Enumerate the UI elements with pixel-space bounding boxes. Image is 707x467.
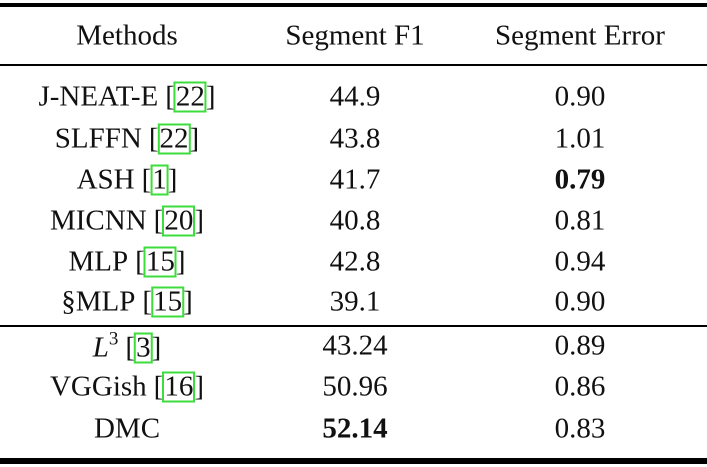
method-cell: SLFFN [22] [54,122,200,155]
method-cell: J-NEAT-E [22] [38,80,216,113]
method-cell: §MLP [15] [61,285,193,318]
method-cell: VGGish [16] [49,370,205,403]
citation-open: [ [153,370,164,403]
method-name: DMC [93,412,161,445]
error-cell: 0.94 [554,245,606,278]
method-cell: L3 [3] [92,328,162,364]
f1-cell: 43.8 [329,122,381,155]
f1-cell: 44.9 [329,80,381,113]
citation-link[interactable]: 16 [162,370,196,403]
group-rule [0,325,707,327]
f1-cell: 50.96 [322,370,388,403]
f1-cell: 42.8 [329,245,381,278]
error-cell: 0.86 [554,370,606,403]
citation-link[interactable]: 20 [162,204,196,237]
citation-open: [ [142,285,153,318]
header-cell: Segment F1 [285,19,425,52]
method-name: L [92,331,109,364]
citation-close: ] [194,370,205,403]
f1-cell: 43.24 [322,329,388,362]
method-cell: MLP [15] [68,245,186,278]
method-superscript: 3 [108,328,119,350]
method-name: VGGish [49,370,147,403]
citation-open: [ [165,80,175,113]
method-name: §MLP [61,285,136,318]
citation-open: [ [135,245,145,278]
citation-link[interactable]: 1 [150,163,169,196]
citation-close: ] [167,163,178,196]
citation-open: [ [153,204,164,237]
error-cell: 0.79 [554,163,606,196]
citation-open: [ [125,331,136,364]
citation-link[interactable]: 22 [173,80,207,113]
header-rule [0,64,707,66]
method-name: J-NEAT-E [38,80,159,113]
f1-cell: 39.1 [329,285,381,318]
citation-close: ] [189,122,200,155]
citation-close: ] [175,245,186,278]
header-cell: Segment Error [495,19,665,52]
error-cell: 0.81 [554,204,606,237]
f1-cell: 52.14 [322,412,388,445]
f1-cell: 41.7 [329,163,381,196]
citation-link[interactable]: 22 [157,122,191,155]
citation-close: ] [194,204,205,237]
method-name: SLFFN [54,122,142,155]
method-cell: DMC [93,412,161,445]
error-cell: 0.83 [554,412,606,445]
error-cell: 0.90 [554,80,606,113]
citation-link[interactable]: 15 [143,245,177,278]
bottom-rule [0,458,707,464]
error-cell: 0.89 [554,329,606,362]
error-cell: 0.90 [554,285,606,318]
method-name: MLP [68,245,129,278]
method-cell: MICNN [20] [49,204,205,237]
header-cell: Methods [76,19,178,52]
method-cell: ASH [1] [76,163,178,196]
citation-close: ] [205,80,216,113]
f1-cell: 40.8 [329,204,381,237]
error-cell: 1.01 [554,122,606,155]
citation-link[interactable]: 15 [151,285,185,318]
method-name: ASH [76,163,135,196]
method-name: MICNN [49,204,147,237]
top-rule [0,3,707,7]
citation-open: [ [141,163,152,196]
citation-link[interactable]: 3 [134,331,153,364]
citation-open: [ [148,122,159,155]
citation-close: ] [183,285,193,318]
citation-close: ] [151,331,162,364]
